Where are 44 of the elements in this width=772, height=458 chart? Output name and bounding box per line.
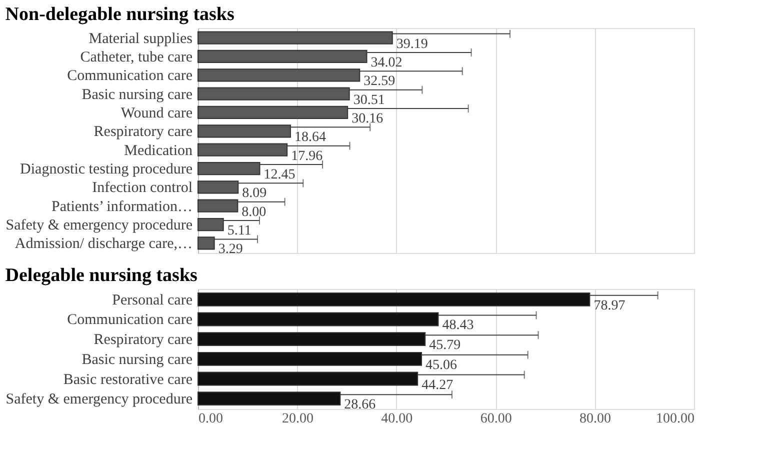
- data-label: 34.02: [370, 55, 402, 70]
- y-tick-label: Diagnostic testing procedure: [20, 162, 193, 178]
- y-tick-label: Basic nursing care: [82, 86, 193, 103]
- y-tick-label: Admission/ discharge care,…: [14, 236, 192, 252]
- data-label: 48.43: [442, 318, 474, 334]
- y-tick-label: Basic nursing care: [82, 352, 193, 368]
- data-label: 3.29: [218, 242, 243, 258]
- y-tick-label: Infection control: [92, 180, 192, 196]
- data-label: 8.00: [242, 204, 266, 220]
- data-label: 30.51: [353, 92, 385, 108]
- data-label: 45.79: [429, 338, 461, 354]
- y-tick-label: Safety & emergency procedure: [6, 218, 193, 234]
- data-label: 78.97: [594, 298, 626, 314]
- data-label: 32.59: [364, 74, 396, 90]
- data-label: 18.64: [294, 130, 326, 146]
- y-tick-label: Patients’ information…: [52, 198, 192, 215]
- x-tick-label: 60.00: [480, 412, 512, 426]
- y-tick-label: Wound care: [120, 105, 193, 122]
- x-tick-label: 100.00: [656, 412, 694, 426]
- x-tick-label: 80.00: [580, 412, 612, 426]
- y-tick-label: Respiratory care: [94, 124, 193, 140]
- data-label: 28.66: [344, 398, 376, 413]
- x-tick-label: 0.00: [198, 412, 223, 426]
- data-label: 45.06: [426, 358, 457, 373]
- y-tick-label: Medication: [124, 142, 193, 159]
- data-label: 5.11: [227, 224, 252, 239]
- y-tick-label: Communication care: [67, 68, 193, 84]
- data-label: 44.27: [422, 378, 454, 393]
- x-tick-label: 40.00: [381, 412, 413, 426]
- data-label: 39.19: [396, 36, 428, 52]
- y-tick-label: Basic restorative care: [63, 372, 193, 388]
- x-tick-label: 20.00: [282, 412, 314, 426]
- data-label: 8.09: [242, 186, 267, 202]
- y-tick-label: Safety & emergency procedure: [6, 392, 193, 408]
- y-tick-label: Material supplies: [88, 30, 193, 47]
- data-label: 17.96: [291, 148, 323, 164]
- y-tick-label: Personal care: [112, 292, 193, 308]
- y-tick-label: Communication care: [67, 312, 193, 328]
- y-tick-label: Catheter, tube care: [80, 49, 193, 66]
- data-label: 30.16: [352, 111, 384, 126]
- y-tick-label: Respiratory care: [94, 332, 193, 348]
- chart-title: Delegable nursing tasks: [5, 265, 198, 286]
- data-label: 12.45: [264, 168, 296, 183]
- chart-title: Non-delegable nursing tasks: [5, 4, 234, 25]
